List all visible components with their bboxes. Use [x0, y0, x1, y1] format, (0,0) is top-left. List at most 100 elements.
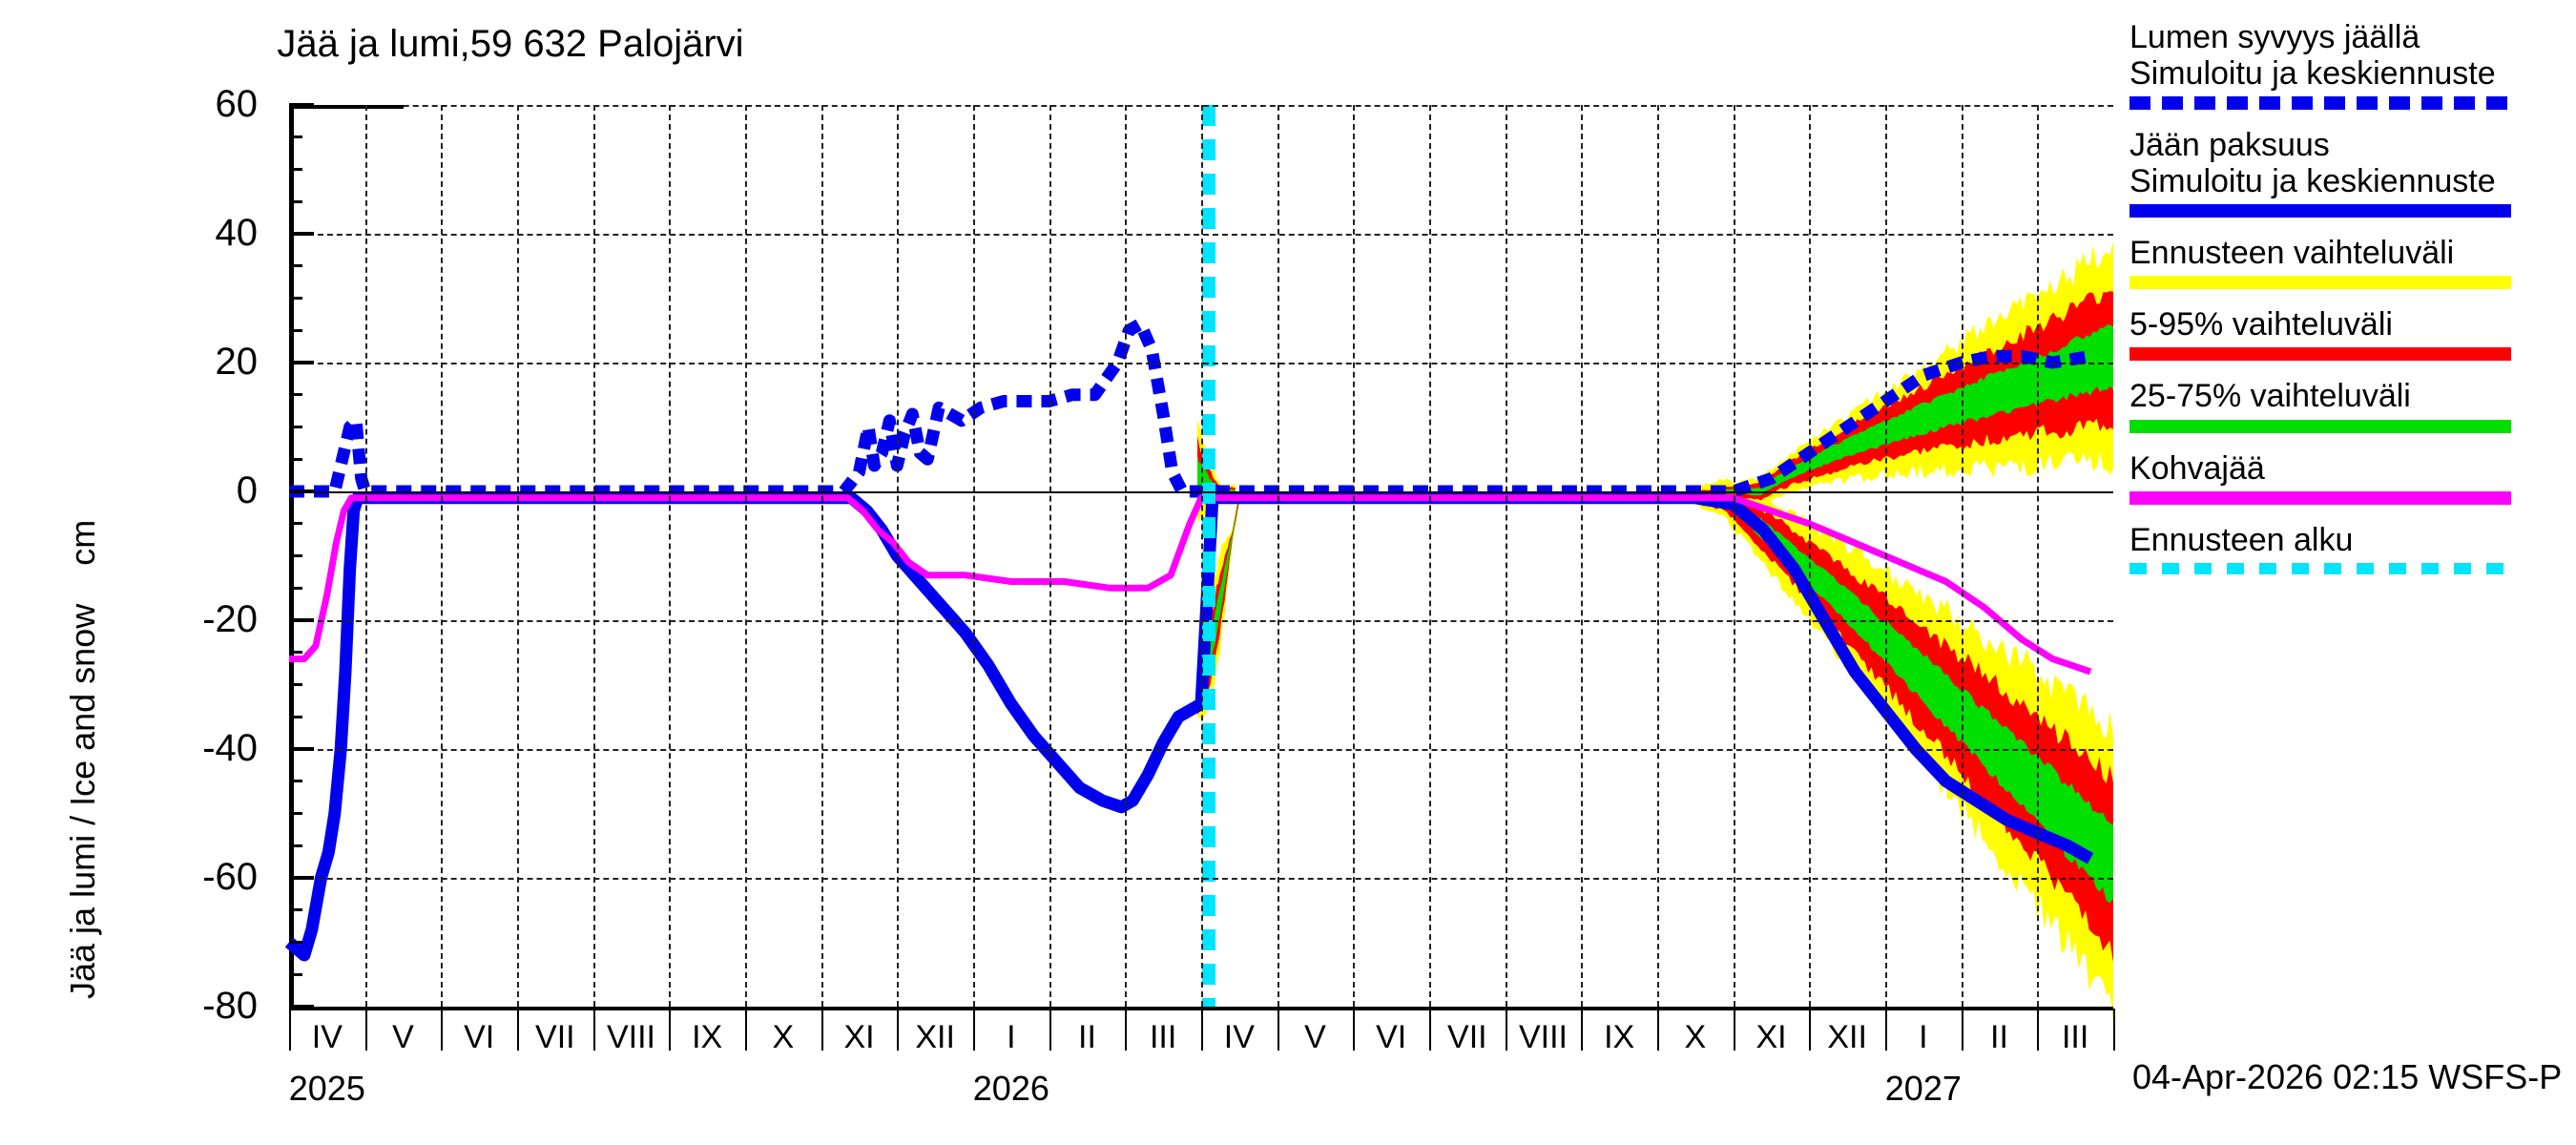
grid-line-vertical: [1049, 105, 1051, 1007]
x-tick-label-month: X: [1684, 1019, 1707, 1055]
y-tick-mark-minor: [289, 812, 302, 815]
x-tick-mark: [973, 1009, 975, 1051]
series-line: [289, 318, 2092, 498]
y-tick-label: -60: [202, 856, 258, 898]
x-tick-mark: [2113, 1009, 2115, 1051]
series-line: [284, 491, 2094, 962]
forecast-range-band-yellow: [1698, 478, 2113, 1023]
footer-timestamp: 04-Apr-2026 02:15 WSFS-P: [2132, 1057, 2563, 1096]
legend-sublabel: Simuloitu ja keskiennuste: [2129, 163, 2496, 200]
x-tick-label-month: I: [1007, 1019, 1016, 1055]
y-tick-label: 60: [215, 83, 259, 125]
grid-line-vertical: [517, 105, 519, 1007]
legend-swatch-range-25-75: [2129, 419, 2511, 433]
legend-label: Ennusteen alku: [2129, 521, 2354, 558]
x-tick-mark: [1809, 1009, 1812, 1051]
y-tick-mark: [289, 876, 314, 880]
series-line: [289, 494, 2092, 676]
y-tick-mark-minor: [289, 264, 302, 268]
grid-line-vertical: [2037, 105, 2040, 1007]
grid-line-vertical: [1733, 105, 1735, 1007]
grid-line-vertical: [1961, 105, 1963, 1007]
y-tick-mark-minor: [289, 199, 302, 203]
legend-label: Kohvajää: [2129, 449, 2265, 487]
y-tick-label: -80: [202, 985, 258, 1027]
y-tick-mark-minor: [289, 297, 302, 300]
forecast-range-band-yellow: [1714, 241, 2113, 505]
x-tick-mark: [745, 1009, 747, 1051]
grid-line-vertical: [1657, 105, 1659, 1007]
legend-label: Ennusteen vaihteluväli: [2129, 235, 2455, 272]
chart-series-canvas: [284, 105, 2113, 1023]
x-tick-label-month: XI: [1755, 1019, 1787, 1055]
legend-entry-forecast-start: Ennusteen alku: [2129, 522, 2568, 574]
x-tick-mark: [1657, 1009, 1659, 1051]
legend-entry-forecast-range: Ennusteen vaihteluväli: [2129, 235, 2568, 290]
grid-line-vertical: [1125, 105, 1128, 1007]
page-title: Jää ja lumi,59 632 Palojärvi: [277, 23, 744, 65]
legend-swatch-forecast-range: [2129, 276, 2511, 290]
legend-swatch-range-5-95: [2129, 347, 2511, 362]
y-tick-mark-minor: [289, 780, 302, 783]
y-tick-mark-minor: [289, 908, 302, 912]
plot-area: [284, 103, 2113, 1023]
x-tick-label-month: I: [1919, 1019, 1928, 1055]
x-tick-label-month: II: [1078, 1019, 1096, 1055]
chart-legend: Lumen syvyys jäällä Simuloitu ja keskienn…: [2129, 19, 2568, 592]
y-tick-mark-minor: [289, 168, 302, 171]
y-tick-mark-minor: [289, 941, 302, 944]
forecast-range-band-red: [1714, 291, 2113, 501]
y-tick-label: 40: [215, 212, 259, 254]
x-tick-mark: [1049, 1009, 1051, 1051]
x-tick-label-month: X: [772, 1019, 795, 1055]
legend-sublabel: Simuloitu ja keskiennuste: [2129, 55, 2496, 93]
x-axis-year-label: 2025: [288, 1069, 365, 1108]
x-tick-label-month: VIII: [606, 1019, 656, 1055]
y-tick-label: -20: [202, 598, 258, 640]
y-tick-mark: [289, 618, 314, 622]
y-tick-mark: [289, 361, 314, 364]
y-tick-label: -40: [202, 727, 258, 769]
grid-line-vertical: [1201, 105, 1203, 1007]
x-tick-mark: [2037, 1009, 2040, 1051]
x-tick-label-month: VII: [1447, 1019, 1487, 1055]
y-tick-mark: [289, 489, 314, 493]
x-tick-label-month: VI: [464, 1019, 495, 1055]
grid-line-vertical: [364, 105, 367, 1007]
legend-entry-slush-ice: Kohvajää: [2129, 450, 2568, 505]
x-tick-mark: [1277, 1009, 1279, 1051]
y-tick-mark-minor: [289, 135, 302, 139]
x-tick-mark: [1961, 1009, 1963, 1051]
grid-line-vertical: [1429, 105, 1431, 1007]
y-tick-mark-minor: [289, 393, 302, 397]
y-tick-mark-minor: [289, 554, 302, 557]
x-tick-mark: [364, 1009, 367, 1051]
legend-label: Jään paksuus: [2129, 127, 2330, 164]
x-tick-mark: [1885, 1009, 1887, 1051]
forecast-range-band-green: [1714, 324, 2113, 496]
x-axis-year-label: 2026: [972, 1069, 1049, 1108]
x-tick-label-month: XII: [915, 1019, 955, 1055]
grid-line-vertical: [1885, 105, 1887, 1007]
legend-swatch-slush-ice: [2129, 490, 2511, 505]
x-tick-mark: [1125, 1009, 1128, 1051]
x-tick-mark: [1733, 1009, 1735, 1051]
x-tick-label-month: V: [392, 1019, 414, 1055]
grid-line-vertical: [1581, 105, 1584, 1007]
legend-swatch-snow-depth-on-ice: [2129, 96, 2511, 111]
legend-label: Lumen syvyys jäällä: [2129, 19, 2420, 55]
grid-line-vertical: [592, 105, 595, 1007]
y-tick-mark-minor: [289, 683, 302, 686]
legend-entry-ice-thickness: Jään paksuus Simuloitu ja keskiennuste: [2129, 127, 2568, 219]
legend-label: 25-75% vaihteluväli: [2129, 378, 2411, 415]
legend-swatch-ice-thickness: [2129, 204, 2511, 219]
grid-line-vertical: [1277, 105, 1279, 1007]
x-tick-label-month: VI: [1376, 1019, 1407, 1055]
y-tick-mark-minor: [289, 426, 302, 428]
grid-line-vertical: [897, 105, 900, 1007]
x-tick-label-month: IV: [311, 1019, 343, 1055]
legend-swatch-forecast-start: [2129, 562, 2511, 574]
x-tick-label-month: IX: [692, 1019, 723, 1055]
y-tick-mark-minor: [289, 328, 302, 332]
